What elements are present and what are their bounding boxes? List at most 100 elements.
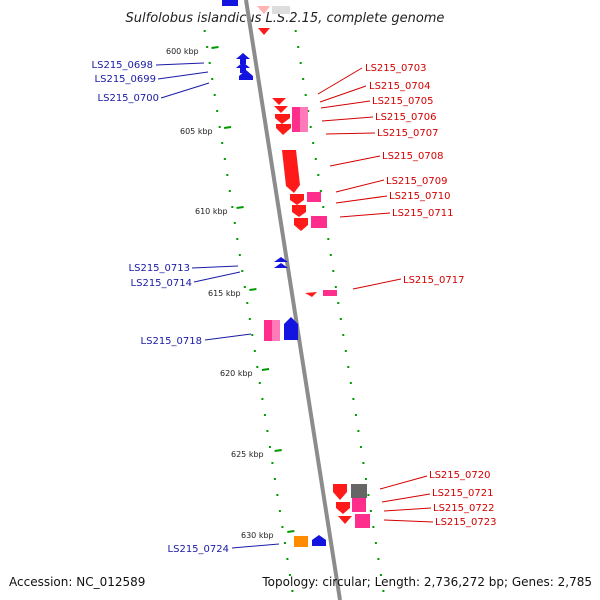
tick-mark: [243, 286, 246, 288]
tick-mark: [213, 94, 216, 96]
tick-mark: [379, 574, 382, 576]
tick-mark: [327, 238, 330, 240]
tick-mark: [382, 590, 385, 592]
gene-arrow: [258, 28, 270, 35]
gene-arrow: [272, 98, 286, 105]
tick-mark: [248, 318, 251, 320]
tick-mark: [332, 270, 335, 272]
gene-arrow: [305, 292, 317, 297]
gene-arrow: [222, 0, 238, 6]
gene-label[interactable]: LS215_0724: [168, 544, 229, 555]
tick-mark: [362, 462, 365, 464]
ruler-label: 615 kbp: [208, 289, 241, 298]
tick-mark: [238, 254, 241, 256]
gene-label[interactable]: LS215_0714: [131, 278, 192, 289]
ruler-label: 600 kbp: [166, 47, 199, 56]
tick-mark: [291, 590, 294, 592]
tick-mark: [374, 542, 377, 544]
tick-mark: [342, 334, 345, 336]
gene-arrow: [338, 516, 352, 524]
tick-mark: [314, 158, 317, 160]
tick-mark: [206, 46, 209, 48]
tick-mark: [294, 30, 297, 32]
tick-mark: [253, 350, 256, 352]
tick-mark: [317, 174, 320, 176]
backbone-line: [244, 0, 342, 600]
tick-mark: [304, 94, 307, 96]
tick-mark: [241, 270, 244, 272]
right-gene-labels: LS215_0703 LS215_0704 LS215_0705 LS215_0…: [365, 63, 496, 528]
tick-mark: [312, 142, 315, 144]
tick-mark: [299, 62, 302, 64]
gene-arrow: [290, 194, 304, 205]
gene-arrow: [284, 317, 298, 340]
gene-label[interactable]: LS215_0706: [375, 112, 436, 123]
ruler-label: 625 kbp: [231, 450, 264, 459]
gene-box: [300, 107, 308, 132]
left-leaders: [155, 62, 280, 549]
tick-mark: [337, 302, 340, 304]
gene-arrow: [274, 257, 288, 262]
tick-mark: [297, 46, 300, 48]
gene-label[interactable]: LS215_0711: [392, 208, 453, 219]
tick-mark: [258, 382, 261, 384]
gene-arrow: [336, 502, 350, 514]
gene-box: [294, 536, 308, 547]
gene-label[interactable]: LS215_0708: [382, 151, 443, 162]
gene-box: [323, 290, 337, 296]
tick-tracks: [203, 30, 385, 592]
right-leaders: [317, 67, 434, 523]
tick-mark: [334, 286, 337, 288]
tick-mark: [322, 206, 325, 208]
gene-label[interactable]: LS215_0699: [95, 74, 156, 85]
gene-arrow: [236, 53, 250, 64]
left-gene-labels: LS215_0698 LS215_0699 LS215_0700 LS215_0…: [92, 60, 229, 555]
tick-mark: [283, 542, 286, 544]
tick-mark: [261, 398, 264, 400]
tick-mark: [319, 190, 322, 192]
tick-mark: [246, 302, 249, 304]
gene-label[interactable]: LS215_0704: [369, 81, 430, 92]
gene-label[interactable]: LS215_0703: [365, 63, 426, 74]
gene-label[interactable]: LS215_0710: [389, 191, 450, 202]
tick-mark: [231, 206, 234, 208]
gene-label[interactable]: LS215_0720: [429, 470, 490, 481]
major-tick: [236, 206, 244, 209]
gene-label[interactable]: LS215_0709: [386, 176, 447, 187]
tick-mark: [273, 478, 276, 480]
gene-label[interactable]: LS215_0707: [377, 128, 438, 139]
major-tick: [211, 46, 219, 49]
gene-label[interactable]: LS215_0713: [129, 263, 190, 274]
tick-mark: [377, 558, 380, 560]
gene-label[interactable]: LS215_0705: [372, 96, 433, 107]
gene-arrow: [294, 218, 308, 231]
gene-label[interactable]: LS215_0721: [432, 488, 493, 499]
ruler-labels: 600 kbp 605 kbp 610 kbp 615 kbp 620 kbp …: [166, 47, 274, 540]
gene-box: [272, 320, 280, 341]
gene-box: [352, 498, 366, 512]
tick-mark: [344, 350, 347, 352]
gene-label[interactable]: LS215_0717: [403, 275, 464, 286]
tick-mark: [266, 430, 269, 432]
tick-mark: [302, 78, 305, 80]
tick-mark: [307, 110, 310, 112]
tick-mark: [352, 398, 355, 400]
tick-mark: [367, 494, 370, 496]
gene-label[interactable]: LS215_0718: [141, 336, 202, 347]
ruler-label: 605 kbp: [180, 127, 213, 136]
tick-mark: [203, 30, 206, 32]
gene-label[interactable]: LS215_0698: [92, 60, 153, 71]
major-tick: [261, 368, 270, 371]
gene-arrow: [276, 124, 291, 135]
gene-label[interactable]: LS215_0722: [433, 503, 494, 514]
accession-text: Accession: NC_012589: [9, 575, 145, 589]
gene-label[interactable]: LS215_0723: [435, 517, 496, 528]
gene-label[interactable]: LS215_0700: [98, 93, 159, 104]
gene-arrow: [236, 62, 250, 73]
tick-mark: [281, 526, 284, 528]
gene-box: [355, 514, 370, 528]
major-tick: [287, 530, 295, 533]
tick-mark: [221, 142, 224, 144]
gene-arrow: [282, 150, 300, 193]
genome-summary-text: Topology: circular; Length: 2,736,272 bp…: [261, 575, 592, 589]
